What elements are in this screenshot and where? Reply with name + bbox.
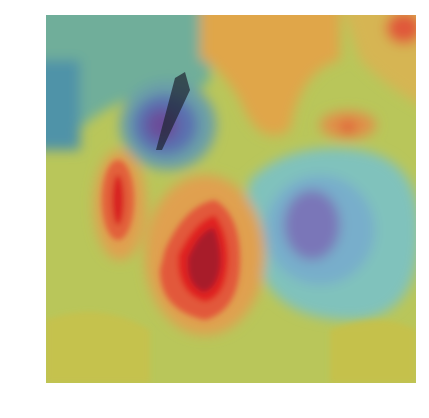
object-silhouette (156, 72, 190, 150)
hot-spots (46, 160, 416, 383)
heatmap (46, 15, 416, 383)
